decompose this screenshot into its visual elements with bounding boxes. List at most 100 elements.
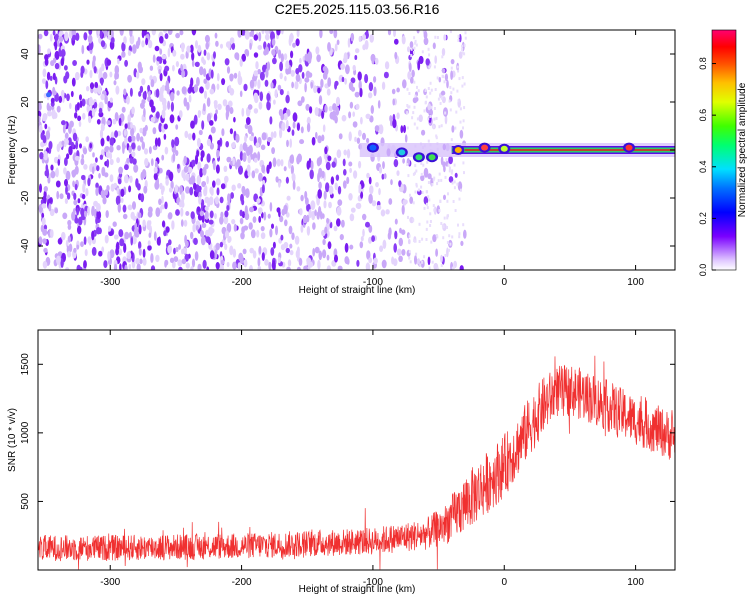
spectrogram-noise-dot [91, 230, 95, 241]
spectrogram-noise-dot [84, 210, 88, 218]
spectrogram-noise-dot [190, 175, 196, 185]
spectrogram-faint-cell [448, 248, 450, 252]
spectrogram-faint-cell [423, 206, 426, 210]
spectrogram-noise-dot [269, 202, 273, 212]
spectrogram-noise-dot [65, 132, 69, 139]
spectrogram-noise-dot [271, 147, 275, 155]
spectrogram-noise-dot [244, 135, 247, 143]
spectrogram-y-axis-label: Frequency (Hz) [7, 116, 18, 185]
spectrogram-noise-dot [223, 165, 228, 172]
spectrogram-noise-dot [189, 186, 194, 196]
spectrogram-noise-dot [80, 241, 84, 248]
spectrogram-noise-dot [54, 207, 59, 214]
spectrogram-noise-dot [173, 256, 179, 263]
spectrogram-noise-dot [226, 66, 231, 74]
spectrogram-noise-dot [322, 124, 326, 133]
spectrogram-noise-dot [323, 200, 327, 209]
spectrogram-noise-dot [47, 126, 51, 132]
spectrogram-noise-dot [364, 73, 369, 84]
spectrogram-noise-dot [56, 40, 60, 47]
spectrogram-noise-dot [215, 109, 218, 115]
signal-blob [415, 154, 423, 161]
spectrogram-faint-cell [440, 178, 443, 182]
spectrogram-noise-dot [100, 189, 106, 199]
spectrogram-noise-dot [206, 266, 210, 270]
spectrogram-noise-dot [355, 48, 360, 54]
spectrogram-noise-dot [50, 97, 55, 104]
spectrogram-noise-dot [91, 166, 95, 175]
spectrogram-noise-dot [233, 72, 238, 79]
spectrogram-noise-dot [153, 166, 158, 174]
spectrogram-noise-dot [73, 192, 77, 201]
spectrogram-noise-dot [91, 205, 95, 213]
spectrogram-noise-dot [165, 178, 169, 186]
spectrogram-noise-dot [137, 61, 142, 70]
spectrogram-noise-dot [104, 172, 109, 178]
spectrogram-noise-dot [175, 246, 179, 253]
spectrogram-noise-dot [318, 95, 323, 105]
spectrogram-noise-dot [133, 164, 139, 173]
spectrogram-noise-dot [52, 30, 56, 36]
spectrogram-noise-dot [441, 96, 446, 104]
spectrogram-noise-dot [343, 169, 347, 176]
spectrogram-faint-cell [428, 65, 431, 69]
spectrogram-noise-dot [191, 30, 197, 36]
spectrogram-noise-dot [203, 49, 207, 56]
spectrogram-noise-dot [71, 77, 76, 87]
spectrogram-faint-cell [446, 199, 449, 203]
spectrogram-noise-dot [136, 263, 141, 270]
spectrogram-noise-dot [301, 71, 305, 79]
spectrogram-noise-dot [43, 247, 48, 253]
spectrogram-noise-dot [325, 182, 330, 193]
spectrogram-noise-dot [239, 255, 244, 265]
spectrogram-noise-dot [244, 49, 249, 56]
spectrogram-noise-dot [175, 124, 179, 130]
spectrogram-noise-dot [401, 204, 405, 215]
spectrogram-faint-cell [461, 48, 464, 51]
spectrogram-noise-dot [140, 193, 145, 203]
spectrogram-noise-dot [183, 173, 186, 182]
spectrogram-noise-dot [365, 113, 371, 120]
spectrogram-noise-dot [296, 122, 300, 131]
spectrogram-noise-dot [248, 222, 253, 230]
spectrogram-noise-dot [38, 33, 43, 40]
spectrogram-noise-dot [115, 247, 119, 256]
spectrogram-noise-dot [127, 204, 133, 211]
spectrogram-noise-dot [146, 220, 151, 231]
spectrogram-noise-dot [102, 196, 107, 205]
spectrogram-faint-cell [457, 34, 460, 38]
spectrogram-faint-cell [414, 239, 417, 243]
spectrogram-faint-cell [427, 139, 430, 143]
spectrogram-faint-cell [421, 237, 424, 241]
spectrogram-faint-cell [425, 156, 427, 160]
spectrogram-noise-dot [47, 48, 51, 54]
spectrogram-noise-dot [164, 65, 170, 72]
spectrogram-noise-dot [373, 86, 377, 97]
spectrogram-noise-dot [197, 137, 201, 148]
spectrogram-noise-dot [249, 247, 254, 254]
spectrogram-noise-dot [86, 105, 90, 113]
spectrogram-noise-dot [238, 165, 243, 175]
spectrogram-noise-dot [80, 70, 84, 78]
spectrogram-noise-dot [80, 207, 85, 217]
spectrogram-noise-dot [92, 152, 95, 158]
spectrogram-noise-dot [335, 96, 341, 107]
spectrogram-noise-dot [299, 139, 305, 145]
spectrogram-noise-dot [66, 93, 70, 102]
spectrogram-noise-dot [266, 164, 270, 174]
spectrogram-noise-dot [61, 140, 65, 146]
spectrogram-noise-dot [371, 235, 375, 243]
spectrogram-noise-dot [338, 133, 343, 140]
snr-frame [37, 329, 676, 571]
spectrogram-noise-dot [309, 106, 313, 114]
spectrogram-noise-dot [341, 76, 345, 83]
spectrogram-noise-dot [227, 235, 232, 243]
spectrogram-noise-dot [38, 44, 41, 50]
colorbar: 0.0 0.2 0.4 0.6 0.8 Normalized spectral ampl… [698, 29, 748, 276]
spectrogram-noise-dot [297, 100, 303, 107]
spectrogram-faint-cell [459, 107, 462, 111]
spectrogram-noise-dot [450, 59, 455, 65]
spectrogram-noise-dot [202, 166, 207, 176]
spectrogram-noise-dot [201, 203, 204, 212]
spectrogram-noise-dot [53, 112, 58, 119]
